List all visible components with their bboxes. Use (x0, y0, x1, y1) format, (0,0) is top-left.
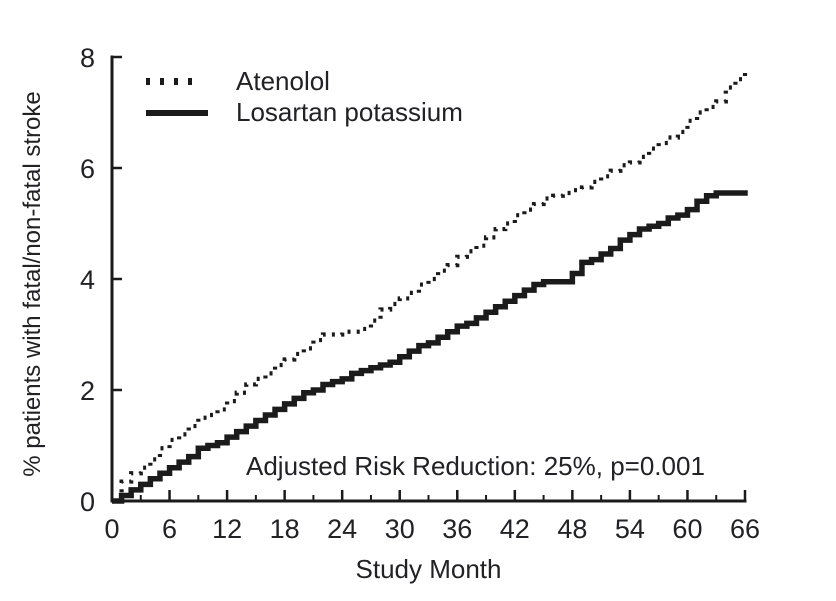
legend-label-atenolol: Atenolol (236, 66, 330, 96)
atenolol-curve (112, 70, 748, 504)
y-tick-label: 2 (80, 376, 95, 406)
y-tick-label: 0 (80, 487, 95, 517)
atenolol-dotted-line-swatch (146, 78, 198, 85)
legend-swatch-box (146, 109, 208, 116)
y-tick-label: 8 (80, 43, 95, 73)
y-tick-label: 4 (80, 265, 95, 295)
x-tick-label: 30 (385, 514, 415, 544)
x-tick-label: 60 (672, 514, 702, 544)
legend-swatch-box (146, 78, 208, 85)
y-axis-title: % patients with fatal/non-fatal stroke (19, 91, 46, 477)
legend-label-losartan: Losartan potassium (236, 97, 463, 127)
x-tick-label: 54 (615, 514, 645, 544)
x-tick-label: 12 (212, 514, 242, 544)
losartan-curve (112, 190, 748, 504)
legend-item-losartan: Losartan potassium (146, 97, 463, 128)
x-tick-label: 0 (104, 514, 119, 544)
x-tick-label: 48 (557, 514, 587, 544)
losartan-solid-line-swatch (146, 109, 208, 116)
y-tick-label: 6 (80, 154, 95, 184)
x-tick-label: 18 (270, 514, 300, 544)
legend: Atenolol Losartan potassium (146, 66, 463, 128)
x-tick-label: 24 (327, 514, 357, 544)
x-tick-label: 66 (730, 514, 760, 544)
legend-item-atenolol: Atenolol (146, 66, 463, 97)
x-tick-label: 6 (162, 514, 177, 544)
x-tick-label: 36 (442, 514, 472, 544)
x-axis-title: Study Month (355, 554, 502, 584)
risk-reduction-annotation: Adjusted Risk Reduction: 25%, p=0.001 (246, 451, 705, 481)
x-tick-label: 42 (500, 514, 530, 544)
